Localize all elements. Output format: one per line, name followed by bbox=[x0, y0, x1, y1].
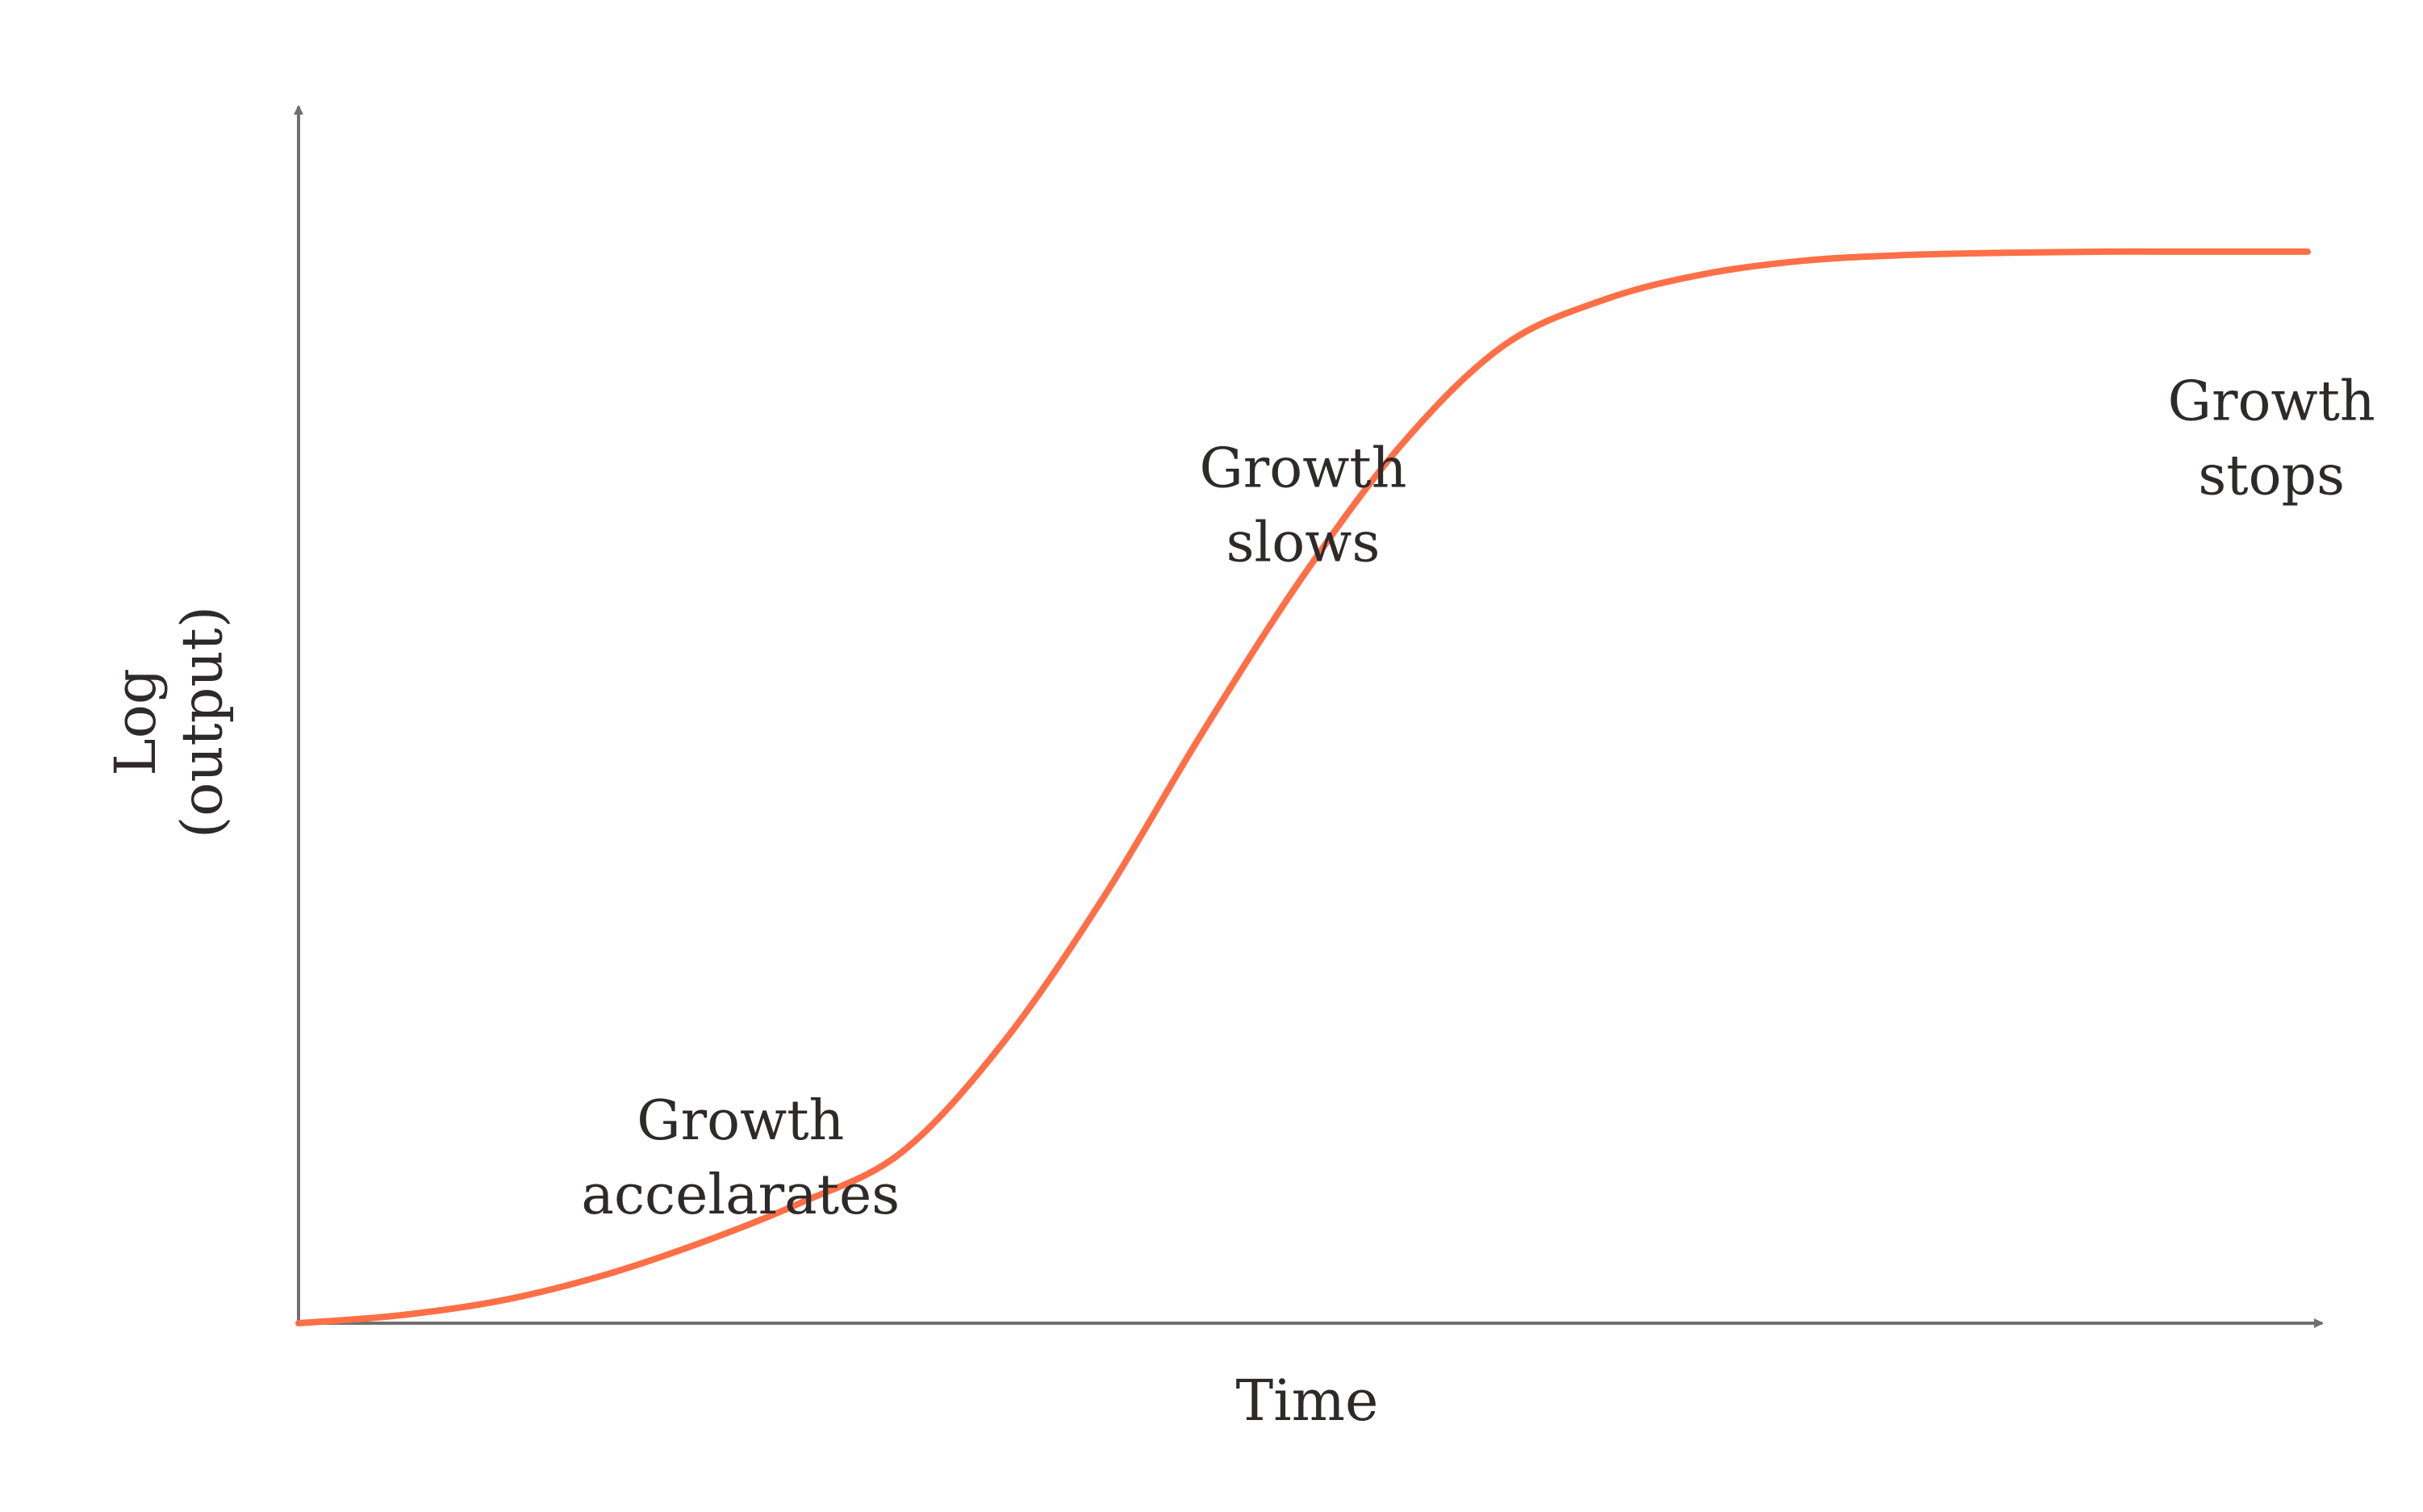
annotation-layer: Growth accelarates Growth slows Growth stops bbox=[581, 370, 2375, 1227]
y-axis-label: Log(output) bbox=[102, 606, 236, 838]
series-layer bbox=[295, 248, 2311, 1326]
annotation-slows-line-1: Growth bbox=[1199, 437, 1406, 501]
annotation-accel-line-1: Growth bbox=[637, 1089, 844, 1153]
annotation-accel-line-2: accelarates bbox=[581, 1163, 900, 1227]
annotation-stops-line-2: stops bbox=[2198, 444, 2345, 507]
annotation-stops-line-1: Growth bbox=[2168, 370, 2375, 434]
annotation-slows: Growth slows bbox=[1199, 437, 1406, 575]
annotation-accel: Growth accelarates bbox=[581, 1089, 900, 1227]
annotation-slows-line-2: slows bbox=[1226, 511, 1381, 574]
axes-layer bbox=[294, 105, 2324, 1328]
x-axis-label: Time bbox=[1236, 1368, 1379, 1434]
y-axis-label-line-1: Log bbox=[102, 668, 169, 775]
y-axis-label-line-2: (output) bbox=[169, 606, 236, 838]
annotation-stops: Growth stops bbox=[2168, 370, 2375, 508]
series-line-1 bbox=[295, 248, 2311, 1326]
